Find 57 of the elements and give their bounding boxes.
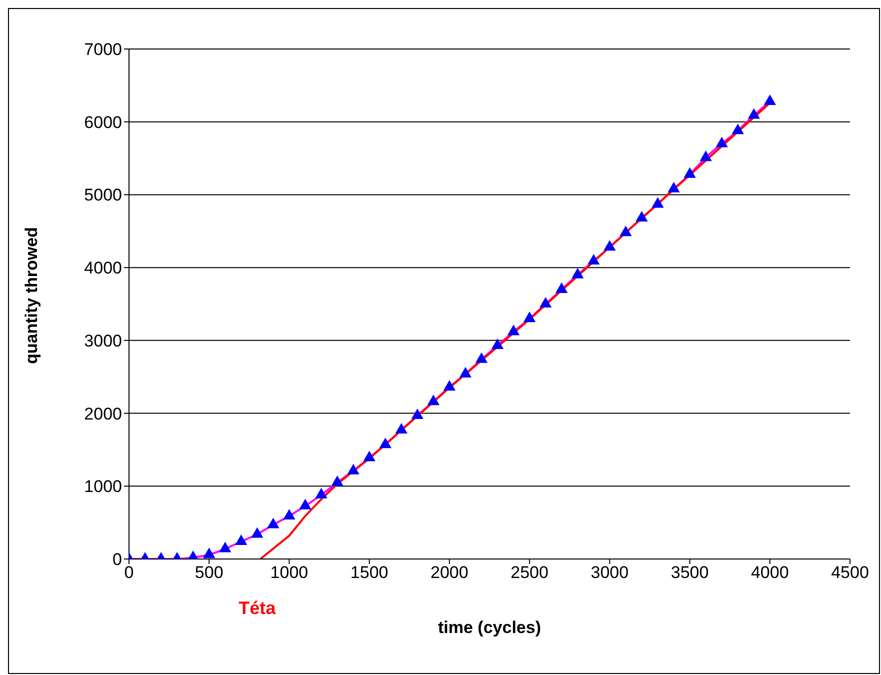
y-tick-label: 6000 [84,112,122,132]
point [700,150,712,162]
x-tick-label: 1000 [270,563,308,582]
point [491,338,504,350]
point [684,167,696,178]
point [540,296,552,308]
y-tick-label: 7000 [84,40,122,60]
point [203,548,216,558]
point [283,508,296,520]
x-tick-label: 4000 [750,563,789,582]
x-tick-label: 500 [194,563,224,582]
point [235,534,248,546]
x-tick-label: 2500 [510,563,548,582]
point [395,423,408,434]
point [764,94,776,105]
y-tick-label: 3000 [84,331,122,350]
x-tick-label: 3000 [590,563,629,582]
point [572,268,584,278]
point [347,464,360,474]
point [331,475,344,486]
point [315,488,328,498]
point [604,240,616,251]
x-tick-label: 1500 [350,563,388,582]
point [459,366,472,378]
point [411,408,424,419]
point [652,197,664,208]
point [636,211,648,222]
x-tick-label: 2000 [430,563,468,582]
y-tick-label: 0 [112,550,122,570]
x-tick-label: 3500 [670,563,709,582]
x-tick-label: 0 [124,563,134,582]
x-tick-label: 4500 [831,563,869,582]
point [523,312,536,322]
point [299,498,312,510]
point [443,380,456,391]
point [267,518,280,528]
y-tick-label: 2000 [84,404,122,424]
point [251,527,264,538]
point [588,254,600,265]
point [748,108,760,119]
point [379,438,392,448]
point [427,394,440,406]
point [475,352,488,363]
point [556,282,568,293]
y-tick-label: 5000 [84,186,122,205]
point [507,324,520,336]
point [620,226,632,236]
point [716,136,728,148]
point [219,542,232,552]
y-tick-label: 1000 [84,477,122,496]
point [732,124,744,134]
point [363,450,376,462]
point [668,182,680,192]
annotation: Téta [238,598,277,618]
x-axis-title: time (cycles) [438,618,541,638]
y-axis-title: quantity throwed [22,227,42,364]
y-tick-label: 4000 [84,258,122,278]
